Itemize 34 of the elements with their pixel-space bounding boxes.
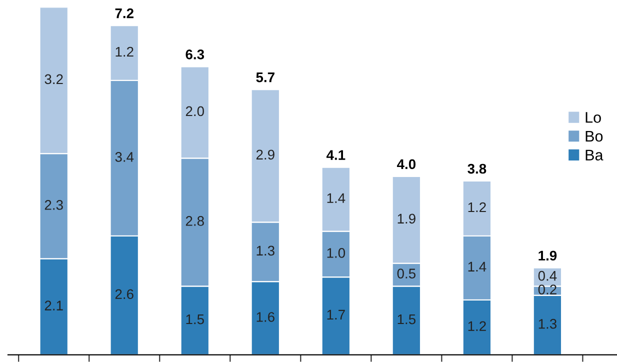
data-label: 0.4 [538,270,557,281]
data-label: 1.6 [256,312,274,322]
data-label: 1.5 [398,314,416,324]
data-label: 3.4 [115,152,134,162]
total-label: 4.1 [326,150,346,160]
data-label: 1.3 [538,318,556,329]
data-label: 1.4 [468,262,486,272]
data-label: 1.4 [327,193,346,203]
data-label: 0.5 [397,268,416,278]
total-label: 5.7 [256,72,274,82]
data-label: 3.2 [44,74,63,84]
data-label: 2.1 [44,300,63,310]
total-label: 1.9 [538,250,557,261]
legend-label: Ba [586,150,604,160]
data-label: 2.9 [256,150,274,160]
data-label: 2.8 [186,216,204,226]
total-label: 3.8 [468,164,486,174]
data-label: 2.6 [115,289,134,300]
data-label: 1.2 [468,321,486,331]
data-label: 1.7 [327,310,345,320]
data-label: 1.3 [256,246,274,256]
data-label: 2.3 [44,200,63,210]
data-label: 0.2 [538,284,556,294]
total-label: 6.3 [186,50,204,60]
data-label: 2.0 [186,106,204,116]
data-label: 1.2 [468,202,486,212]
total-label: 7.2 [115,8,134,18]
data-label: 1.9 [398,214,416,224]
data-label: 1.2 [116,46,134,57]
legend-label: Lo [586,112,601,123]
data-label: 1.0 [327,248,346,258]
legend-label: Bo [586,131,603,142]
total-label: 4.0 [396,159,416,170]
data-label: 1.5 [186,314,204,324]
